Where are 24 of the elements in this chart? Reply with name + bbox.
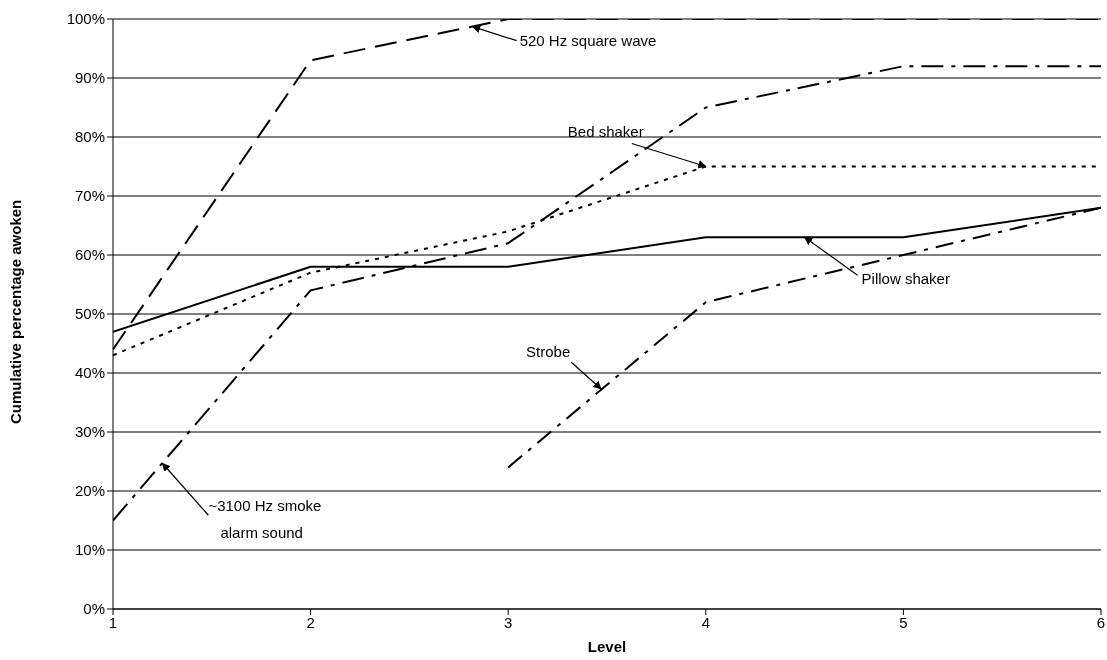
y-tick-label: 60% [74, 246, 105, 264]
annotation: Strobe [526, 342, 571, 360]
x-tick-label: 6 [1096, 613, 1106, 631]
y-tick-label: 90% [74, 69, 105, 87]
annotation: ~3100 Hz smoke alarm sound [208, 497, 322, 542]
y-tick-label: 70% [74, 187, 105, 205]
y-tick-label: 40% [74, 364, 105, 382]
y-axis-title: Cumulative percentage awoken [7, 199, 25, 424]
y-tick-label: 30% [74, 423, 105, 441]
x-tick-label: 1 [108, 613, 118, 631]
x-tick-label: 4 [701, 613, 710, 631]
x-tick-label: 3 [504, 613, 513, 631]
annotation: Bed shaker [567, 122, 644, 140]
y-tick-label: 0% [83, 600, 105, 618]
annotation: 520 Hz square wave [519, 31, 657, 49]
y-tick-label: 10% [74, 541, 105, 559]
y-tick-label: 100% [66, 10, 105, 28]
x-tick-label: 2 [306, 613, 315, 631]
x-tick-label: 5 [899, 613, 908, 631]
annotation: Pillow shaker [861, 270, 950, 288]
x-axis-title: Level [587, 638, 627, 655]
y-tick-label: 50% [74, 305, 105, 323]
y-tick-label: 80% [74, 128, 105, 146]
y-tick-label: 20% [74, 482, 105, 500]
